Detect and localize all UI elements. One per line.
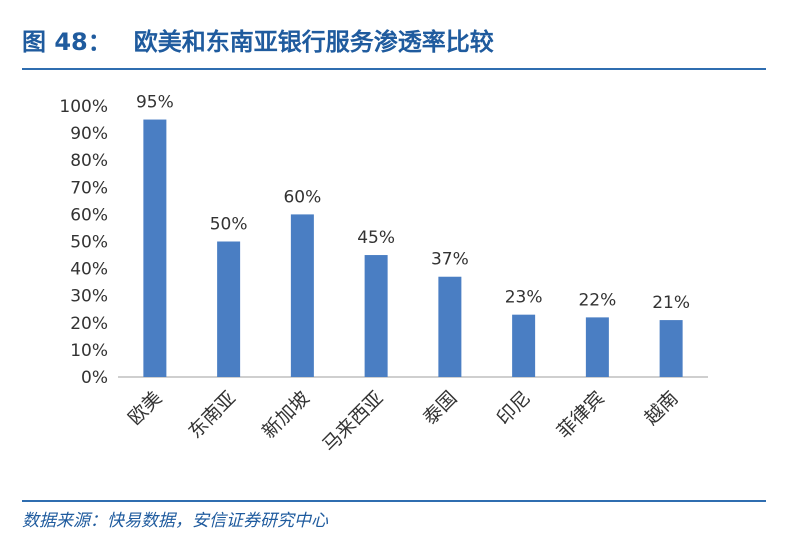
- y-tick-label: 50%: [70, 233, 108, 253]
- x-category-label: 印尼: [493, 387, 535, 429]
- bar: [512, 314, 536, 377]
- bar: [143, 119, 167, 378]
- data-label: 60%: [283, 187, 321, 207]
- data-label: 45%: [357, 228, 395, 248]
- data-label: 21%: [652, 293, 690, 313]
- bar: [290, 214, 314, 377]
- source-divider: [22, 500, 766, 502]
- figure-title: 图 48： 欧美和东南亚银行服务渗透率比较: [22, 22, 494, 62]
- data-label: 95%: [136, 93, 174, 113]
- x-category-label: 泰国: [419, 387, 461, 429]
- x-category-label: 越南: [640, 387, 682, 429]
- bar: [585, 317, 609, 377]
- x-category-label: 马来西亚: [318, 387, 387, 456]
- bar: [364, 255, 388, 377]
- x-category-label: 新加坡: [258, 387, 314, 443]
- y-tick-label: 40%: [70, 260, 108, 280]
- x-category-label: 菲律宾: [553, 387, 609, 443]
- data-label: 50%: [210, 215, 248, 235]
- bar: [659, 320, 683, 377]
- y-tick-label: 20%: [70, 314, 108, 334]
- y-tick-label: 90%: [70, 124, 108, 144]
- y-tick-label: 30%: [70, 287, 108, 307]
- figure-title-text: 欧美和东南亚银行服务渗透率比较: [133, 28, 494, 56]
- bar: [217, 241, 241, 377]
- y-tick-label: 70%: [70, 178, 108, 198]
- x-category-label: 欧美: [124, 387, 166, 429]
- y-tick-label: 80%: [70, 151, 108, 171]
- bar: [438, 276, 462, 377]
- x-category-label: 东南亚: [184, 387, 240, 443]
- y-tick-label: 0%: [81, 368, 108, 388]
- title-divider: [22, 68, 766, 70]
- data-label: 22%: [578, 290, 616, 310]
- data-label: 37%: [431, 250, 469, 270]
- y-tick-label: 60%: [70, 205, 108, 225]
- figure-number: 图 48：: [22, 28, 112, 56]
- source-note: 数据来源：快易数据，安信证券研究中心: [22, 511, 328, 531]
- data-label: 23%: [505, 288, 543, 308]
- y-tick-label: 100%: [59, 97, 108, 117]
- y-tick-label: 10%: [70, 341, 108, 361]
